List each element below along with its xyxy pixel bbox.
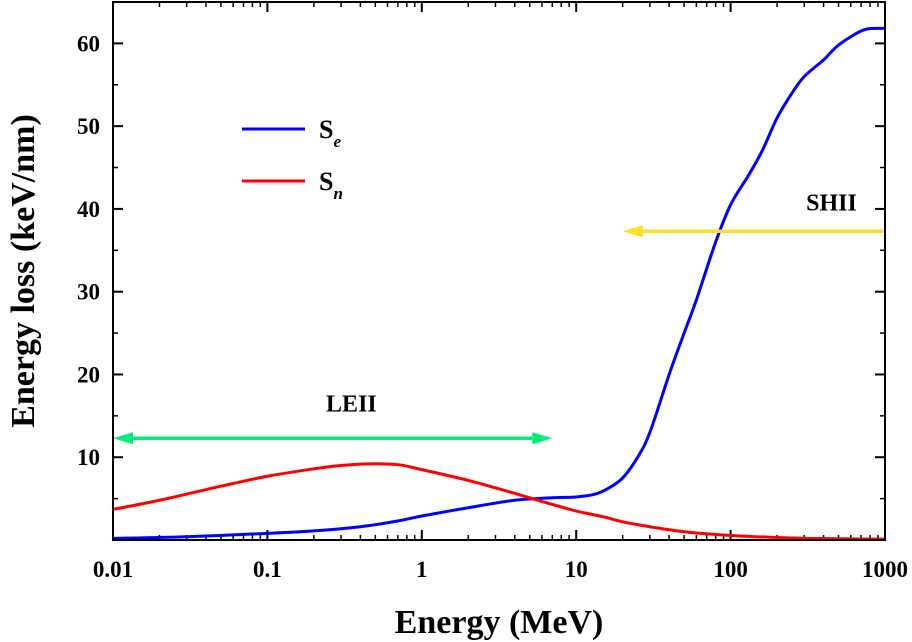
legend-label-sn-sub: n [333,184,342,203]
x-tick-label: 0.01 [93,557,133,582]
plot-frame [112,1,886,541]
leii-label: LEII [326,392,377,418]
x-axis-title: Energy (MeV) [395,604,604,641]
shii-arrow-head-left [622,225,643,238]
x-tick-label: 1 [416,557,428,582]
legend-label-se-sub: e [333,132,341,151]
y-tick-label: 10 [77,445,100,470]
legend: Se Sn [242,115,343,203]
legend-label-sn-main: S [319,167,333,196]
annotations: LEII SHII [113,191,885,445]
axis-ticks: 0.01 0.1 1 10 100 1000 10 20 30 40 50 60 [77,2,908,582]
legend-label-se-main: S [319,115,333,144]
y-tick-label: 60 [77,31,100,56]
leii-arrow-head-left [113,432,133,445]
y-axis-title: Energy loss (keV/nm) [5,114,42,428]
x-tick-label: 10 [565,557,588,582]
x-tick-label: 0.1 [253,557,282,582]
legend-label-se: Se [319,115,341,151]
series-layer [113,26,885,540]
y-tick-label: 40 [77,197,100,222]
y-tick-label: 20 [77,362,100,387]
legend-label-sn: Sn [319,167,343,203]
shii-label: SHII [806,191,857,217]
x-tick-label: 100 [713,557,748,582]
y-tick-label: 30 [77,280,100,305]
leii-arrow-head-right [532,432,553,445]
series-line-se [113,26,885,540]
y-tick-label: 50 [77,114,100,139]
x-tick-label: 1000 [862,557,908,582]
series-line-sn [113,462,885,540]
